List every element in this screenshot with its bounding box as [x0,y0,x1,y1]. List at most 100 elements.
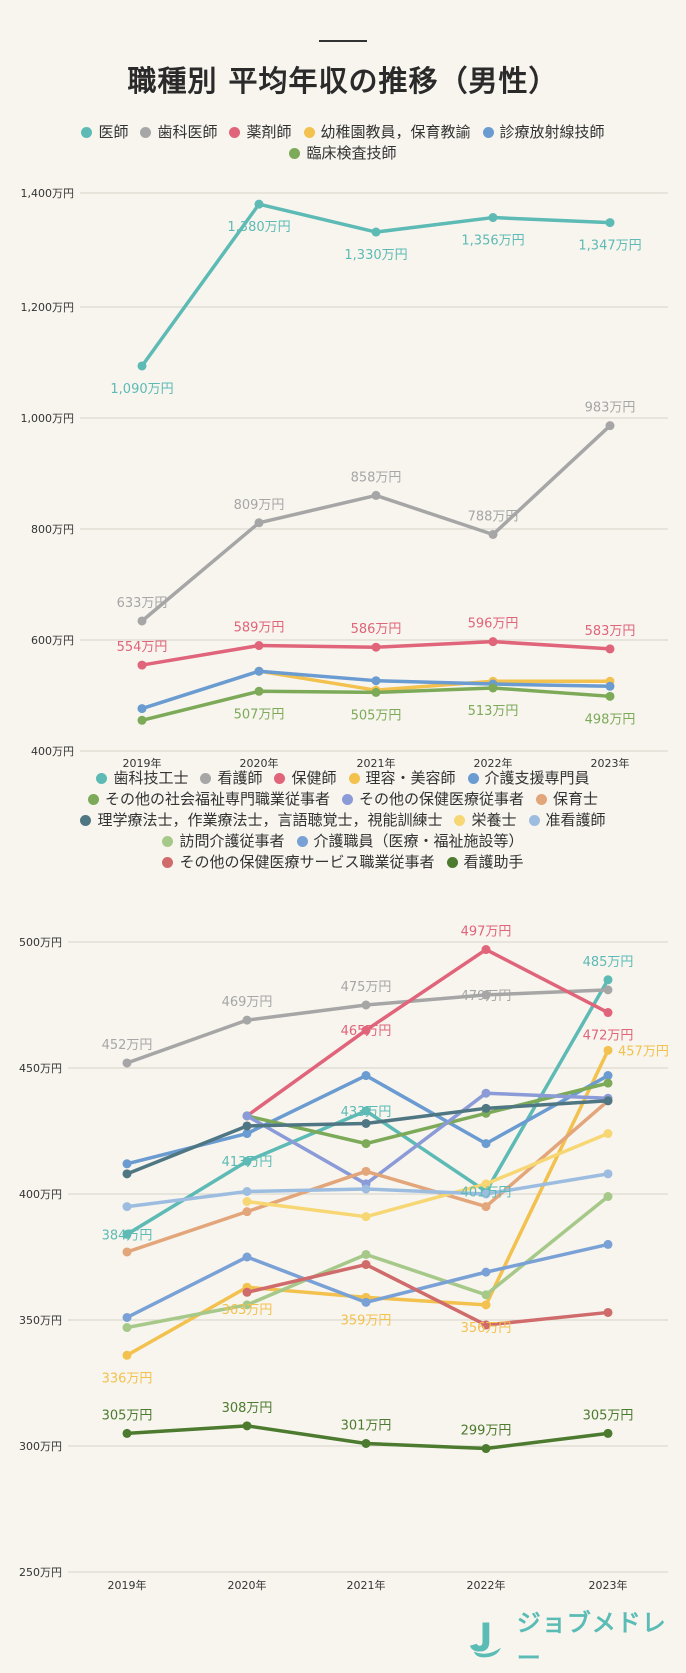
y-tick-label: 450万円 [19,1062,62,1075]
data-point [137,616,147,626]
legend-dot-icon [162,836,174,847]
data-point [242,1129,252,1139]
data-point [242,1121,252,1131]
y-tick-label: 400万円 [19,1188,62,1201]
legend-label: 保育士 [553,790,599,808]
data-point [481,1290,491,1300]
data-point [137,361,147,371]
legend-item: 保育士 [536,789,598,810]
data-point [122,1428,132,1438]
legend-label: 臨床検査技師 [306,144,397,162]
legend-dot-icon [348,773,360,784]
legend-dot-icon [140,127,152,138]
legend-item: 保健師 [274,768,337,789]
y-tick-label: 1,200万円 [21,301,75,314]
data-point [603,1129,613,1139]
data-point [122,1312,132,1322]
data-point [122,1323,132,1333]
y-tick-label: 300万円 [19,1440,62,1453]
legend-item: 介護支援専門員 [467,768,590,789]
data-point [371,642,381,652]
data-label: 472万円 [583,1029,634,1044]
data-point [605,218,615,228]
legend-item: その他の社会福祉専門職業従事者 [87,789,330,810]
data-point [361,1118,371,1128]
legend-label: 診療放射線技師 [499,123,605,141]
data-point [603,1428,613,1438]
data-point [603,1096,613,1106]
data-label: 433万円 [341,1105,392,1120]
legend-dot-icon [467,773,479,784]
series-line [246,1131,609,1219]
data-label: 413万円 [222,1155,273,1170]
data-point [122,1350,132,1360]
data-label: 513万円 [468,704,519,719]
legend-item: 理学療法士，作業療法士，言語聴覚士，視能訓練士 [80,810,442,831]
legend-label: 看護助手 [463,853,524,871]
data-label: 586万円 [351,622,402,637]
data-label: 469万円 [222,995,273,1010]
legend-item: 訪問介護従事者 [162,831,285,852]
legend-dot-icon [162,857,174,868]
data-point [242,1300,252,1310]
data-point [603,1008,613,1018]
data-label: 356万円 [461,1321,512,1336]
data-point [361,1184,371,1194]
data-point [254,666,264,676]
legend-label: 介護職員（医療・福祉施設等） [313,832,524,850]
y-tick-label: 250万円 [19,1566,62,1579]
data-point [254,518,264,528]
data-point [361,1025,371,1035]
data-point [603,1045,613,1055]
data-label: 465万円 [341,1024,392,1039]
legend-dot-icon [296,836,308,847]
data-label: 479万円 [461,989,512,1004]
series-line [246,1262,609,1327]
series-line [258,669,610,692]
data-label: 401万円 [461,1185,512,1200]
x-tick-label: 2022年 [474,756,513,770]
legend-label: 保健師 [291,769,337,787]
y-tick-label: 1,000万円 [21,412,75,425]
page-title: 職種別 平均年収の推移（男性） [127,64,559,98]
data-point [605,681,615,691]
legend-label: 栄養士 [471,811,517,829]
data-label: 359万円 [341,1313,392,1328]
data-point [481,945,491,955]
data-point [603,1307,613,1317]
data-label: 485万円 [583,955,634,970]
legend-label: その他の保健医療サービス職業従事者 [179,853,435,871]
legend-label: 医師 [98,123,129,141]
data-point [603,1071,613,1081]
data-point [361,1260,371,1270]
data-point [488,213,498,223]
data-label: 583万円 [585,624,636,639]
data-point [254,641,264,651]
x-tick-label: 2020年 [228,1578,267,1592]
data-label: 497万円 [461,925,512,940]
data-point [605,421,615,431]
legend-item: 診療放射線技師 [482,122,605,143]
y-tick-label: 400万円 [31,745,74,758]
data-label: 505万円 [351,708,402,723]
data-point [603,1192,613,1202]
data-label: 507万円 [234,707,285,722]
legend-dot-icon [81,127,93,138]
legend-label: 幼稚園教員，保育教諭 [320,123,471,141]
data-point [254,199,264,209]
legend-item: 介護職員（医療・福祉施設等） [296,831,524,852]
legend-dot-icon [80,815,92,826]
data-label: 475万円 [341,980,392,995]
legend-label: その他の社会福祉専門職業従事者 [104,790,330,808]
legend-row: 訪問介護従事者 介護職員（医療・福祉施設等） [0,831,686,852]
legend-label: その他の保健医療従事者 [358,790,524,808]
data-point [242,1197,252,1207]
data-label: 554万円 [117,640,168,655]
data-point [137,660,147,670]
data-label: 983万円 [585,401,636,416]
data-point [481,1444,491,1454]
data-label: 363万円 [222,1303,273,1318]
data-label: 1,330万円 [344,248,407,263]
legend-label: 介護支援専門員 [484,769,590,787]
data-point [122,1229,132,1239]
